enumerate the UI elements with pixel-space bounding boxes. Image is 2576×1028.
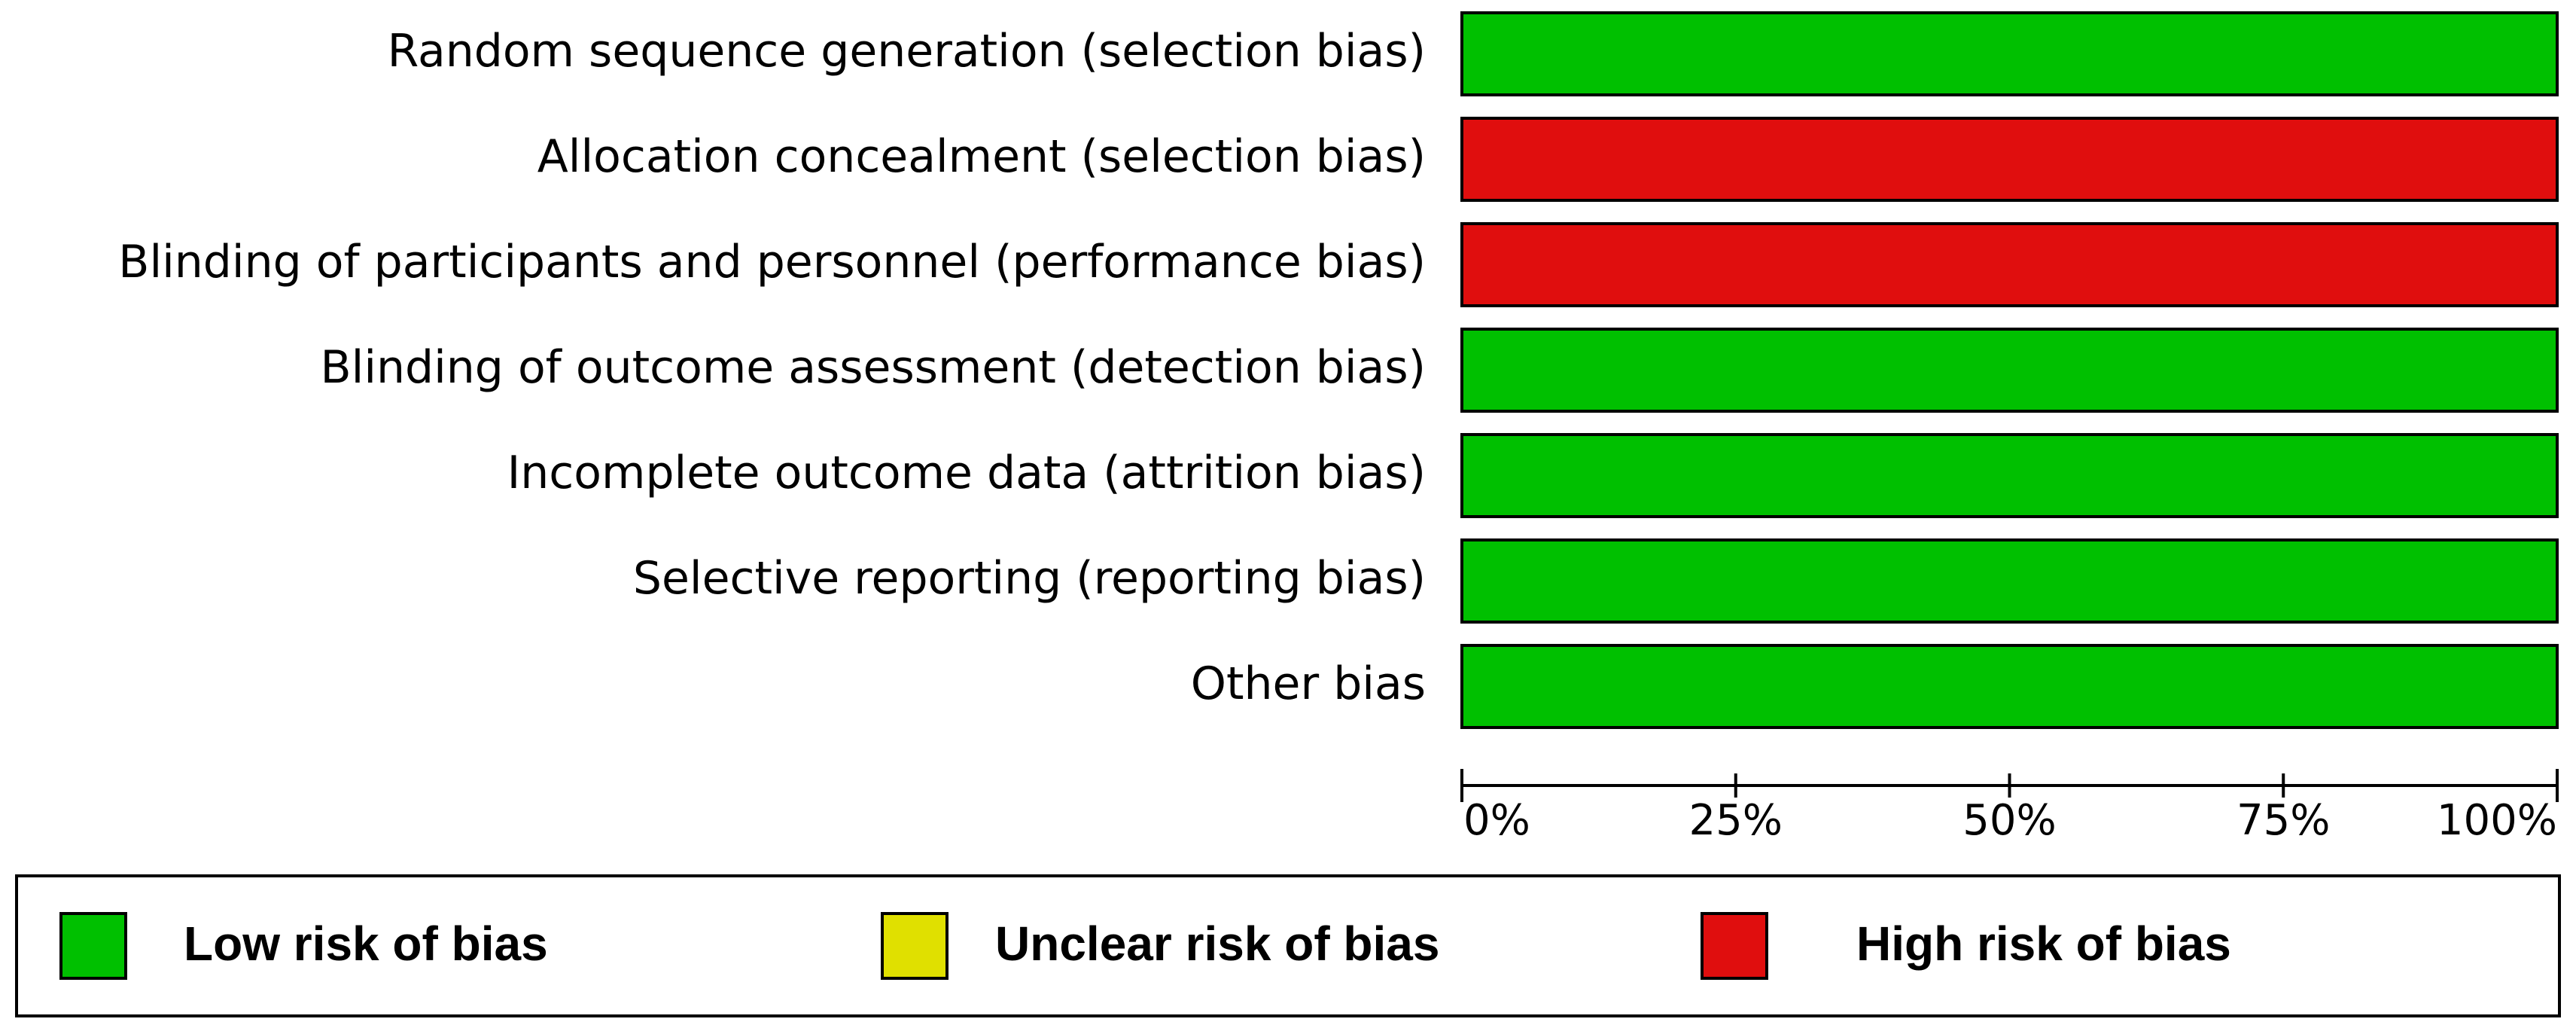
legend-label: Low risk of bias xyxy=(184,917,548,971)
category-label: Incomplete outcome data (attrition bias) xyxy=(507,447,1426,499)
category-label: Other bias xyxy=(1191,657,1426,710)
bar-segment xyxy=(1460,644,2559,729)
legend-label: Unclear risk of bias xyxy=(995,917,1439,971)
x-tick-label: 100% xyxy=(2437,796,2557,845)
legend-label: High risk of bias xyxy=(1856,917,2231,971)
x-tick-label: 25% xyxy=(1689,796,1783,845)
x-tick-label: 0% xyxy=(1463,796,1530,845)
bar-segment xyxy=(1460,11,2559,96)
legend-swatch xyxy=(1701,912,1768,980)
bar-segment xyxy=(1460,538,2559,624)
bar-segment xyxy=(1460,222,2559,307)
category-label: Blinding of participants and personnel (… xyxy=(118,236,1426,288)
legend-swatch xyxy=(881,912,948,980)
legend-box xyxy=(15,874,2561,1017)
category-label: Allocation concealment (selection bias) xyxy=(537,130,1426,183)
category-label: Blinding of outcome assessment (detectio… xyxy=(320,341,1426,394)
category-label: Selective reporting (reporting bias) xyxy=(633,552,1426,605)
bar-segment xyxy=(1460,328,2559,413)
x-tick-label: 50% xyxy=(1962,796,2056,845)
category-label: Random sequence generation (selection bi… xyxy=(388,25,1426,78)
legend-swatch xyxy=(59,912,127,980)
bar-segment xyxy=(1460,117,2559,202)
x-tick-label: 75% xyxy=(2236,796,2330,845)
bar-segment xyxy=(1460,433,2559,518)
